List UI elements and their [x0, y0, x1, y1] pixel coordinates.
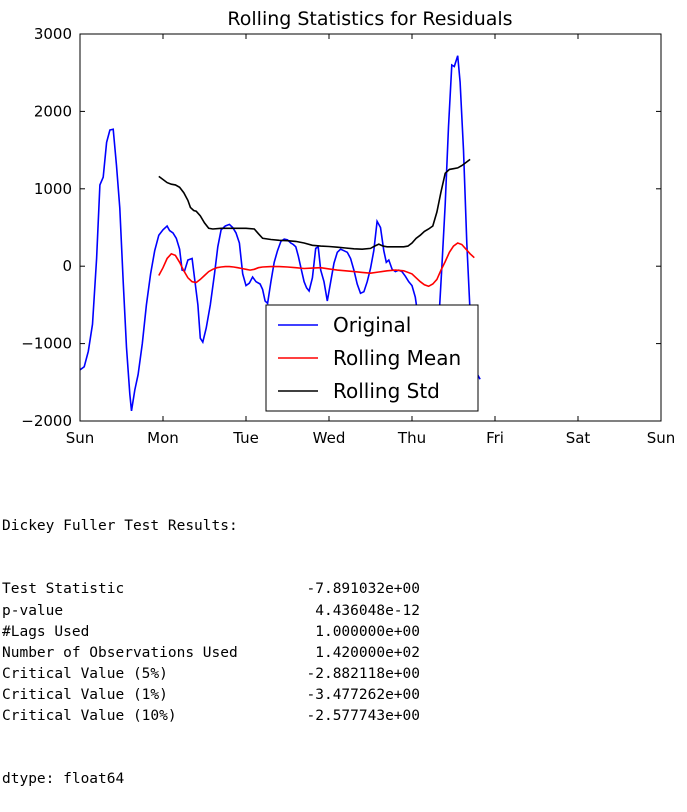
result-row: Critical Value (5%) -2.882118e+00: [2, 664, 420, 685]
x-tick-label: Wed: [313, 429, 346, 447]
result-label: Critical Value (5%): [2, 665, 168, 682]
y-tick-label: 0: [62, 257, 72, 275]
result-label: p-value: [2, 602, 64, 619]
result-label: Critical Value (1%): [2, 686, 168, 703]
result-row: Critical Value (10%) -2.577743e+00: [2, 706, 420, 727]
result-value: 1.000000e+00: [315, 623, 420, 640]
chart: Rolling Statistics for Residuals −2000 −1…: [21, 8, 676, 447]
y-tick-label: −2000: [21, 412, 72, 430]
result-value: -7.891032e+00: [306, 581, 421, 598]
x-tick-label: Sun: [647, 429, 676, 447]
result-value: -2.577743e+00: [306, 708, 421, 725]
result-row: Test Statistic -7.891032e+00: [2, 579, 420, 600]
output-heading: Dickey Fuller Test Results:: [2, 518, 238, 535]
plot-frame: [79, 33, 662, 422]
result-row: Number of Observations Used 1.420000e+02: [2, 643, 420, 664]
result-label: #Lags Used: [2, 623, 90, 640]
result-label: Critical Value (10%): [2, 708, 177, 725]
chart-svg: Rolling Statistics for Residuals −2000 −1…: [21, 8, 676, 447]
result-value: -3.477262e+00: [306, 686, 421, 703]
x-tick-label: Mon: [147, 429, 179, 447]
y-tick-label: −1000: [21, 335, 72, 353]
legend-label: Rolling Std: [333, 379, 440, 403]
x-tick-label: Tue: [232, 429, 259, 447]
series-line-rolling-std: [158, 158, 471, 251]
result-row: Critical Value (1%) -3.477262e+00: [2, 685, 420, 706]
y-tick-label: 2000: [34, 102, 72, 120]
result-label: Number of Observations Used: [2, 644, 238, 661]
legend-label: Rolling Mean: [333, 346, 461, 370]
result-row: p-value 4.436048e-12: [2, 601, 420, 622]
x-tick-label: Sun: [66, 429, 95, 447]
series-line-rolling-mean: [158, 242, 475, 288]
x-tick-label: Thu: [397, 429, 426, 447]
y-tick-label: 3000: [34, 25, 72, 43]
dickey-fuller-output: Dickey Fuller Test Results: Test Statist…: [2, 474, 420, 812]
x-tick-label: Sat: [566, 429, 591, 447]
dtype-line: dtype: float64: [2, 771, 125, 788]
result-label: Test Statistic: [2, 581, 125, 598]
result-value: -2.882118e+00: [306, 665, 421, 682]
legend-label: Original: [333, 313, 411, 337]
result-row: #Lags Used 1.000000e+00: [2, 622, 420, 643]
result-value: 1.420000e+02: [315, 644, 420, 661]
chart-title: Rolling Statistics for Residuals: [227, 8, 512, 30]
result-value: 4.436048e-12: [315, 602, 420, 619]
y-tick-label: 1000: [34, 180, 72, 198]
x-tick-label: Fri: [486, 429, 504, 447]
